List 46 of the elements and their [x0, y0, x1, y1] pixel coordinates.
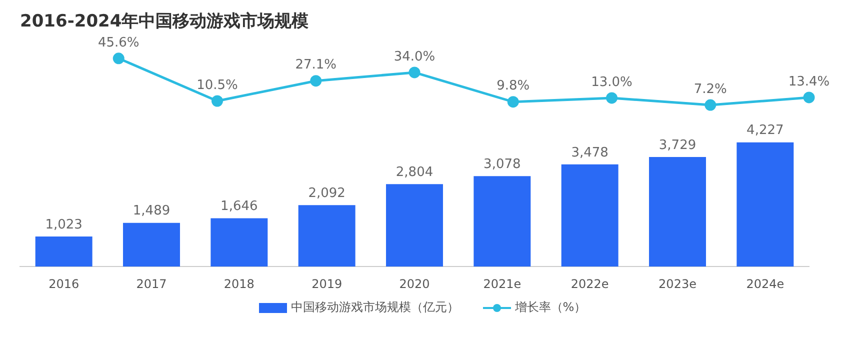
x-tick-label: 2022e [570, 276, 609, 291]
point [310, 75, 322, 87]
data-label: 2,804 [396, 165, 434, 180]
bar [210, 218, 268, 267]
point [803, 92, 815, 104]
data-label: 27.1% [295, 58, 337, 73]
point [507, 96, 519, 108]
x-tick-label: 2016 [48, 276, 80, 291]
bar [474, 176, 531, 267]
x-tick-label: 2019 [312, 276, 342, 291]
data-label: 7.2% [694, 82, 727, 97]
data-label: 2,092 [308, 186, 346, 201]
bar [649, 157, 706, 267]
point [112, 52, 124, 64]
bar [736, 142, 794, 267]
x-tick-label: 2018 [224, 276, 254, 291]
point [606, 92, 618, 104]
bar [561, 164, 618, 267]
data-label: 9.8% [496, 78, 530, 94]
point [408, 66, 420, 78]
data-label: 4,227 [746, 123, 784, 138]
data-label: 13.0% [591, 74, 632, 90]
x-tick-label: 2021e [483, 276, 522, 291]
data-label: 45.6% [98, 35, 140, 50]
data-label: 1,646 [220, 199, 258, 214]
data-label: 3,729 [658, 138, 696, 153]
data-label: 3,478 [571, 145, 608, 160]
x-tick-label: 2020 [399, 276, 430, 291]
data-label: 1,489 [132, 204, 170, 219]
data-label: 13.4% [788, 74, 830, 90]
point [212, 95, 223, 107]
point [704, 99, 716, 111]
bar [386, 184, 443, 267]
data-label: 10.5% [196, 78, 238, 93]
legend-label: 增长率（%） [514, 299, 586, 316]
bar [35, 236, 92, 267]
x-tick-label: 2023e [658, 276, 696, 291]
bar [123, 222, 180, 267]
bar [298, 205, 356, 267]
chart-title: 2016-2024年中国移动游戏市场规模 [20, 12, 309, 32]
x-tick-label: 2024e [746, 276, 784, 291]
legend-label: 中国移动游戏市场规模（亿元） [290, 299, 459, 316]
x-tick-label: 2017 [136, 276, 167, 291]
data-label: 34.0% [394, 49, 436, 64]
data-label: 3,078 [484, 157, 521, 172]
data-label: 1,023 [45, 217, 82, 232]
